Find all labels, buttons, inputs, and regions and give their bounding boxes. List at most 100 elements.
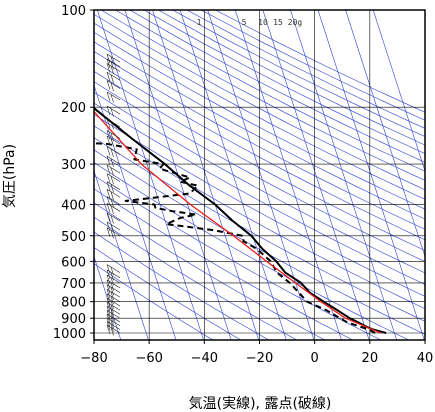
- isotherm-line: [207, 10, 315, 340]
- wind-barb-staff: [106, 212, 121, 222]
- wind-barb-staff: [106, 189, 121, 198]
- wind-barb-feather: [106, 54, 111, 64]
- wind-barb-feather: [106, 269, 111, 279]
- wind-barb-feather: [110, 308, 114, 317]
- dry-adiabat-line: [94, 31, 425, 210]
- wind-barb: [106, 91, 121, 103]
- dry-adiabat-line: [94, 60, 425, 241]
- wind-barb-feather: [106, 165, 111, 175]
- pressure-gridlines: [94, 10, 425, 340]
- dry-adiabat-line: [94, 13, 425, 191]
- dry-adiabat-line: [94, 41, 425, 220]
- dry-adiabat-line: [94, 71, 425, 251]
- y-tick-label: 100: [61, 4, 86, 19]
- wind-barb: [106, 301, 121, 313]
- wind-barb-feather: [106, 297, 111, 308]
- wind-barb: [106, 53, 121, 65]
- y-tick-label: 300: [61, 158, 86, 173]
- mixing-ratio-labels: 1 5 10 15 20g: [197, 18, 303, 27]
- x-tick-label: −40: [191, 351, 218, 366]
- wind-barb-staff: [106, 324, 121, 334]
- wind-barb-staff: [106, 221, 121, 231]
- dry-adiabat-line: [115, 10, 425, 172]
- wind-barb: [106, 313, 121, 325]
- wind-barb-feather: [106, 284, 111, 294]
- wind-barb-feather: [110, 323, 114, 333]
- wind-barb-feather: [110, 291, 114, 300]
- isotherm-line: [290, 10, 397, 340]
- wind-barb-feather: [110, 132, 114, 142]
- wind-barb-feather: [110, 82, 114, 92]
- wind-barbs: [106, 53, 121, 336]
- wind-barb-feather: [106, 58, 111, 68]
- wind-barb-feather: [110, 56, 114, 65]
- wind-barb-staff: [106, 306, 121, 315]
- wind-barb-feather: [106, 321, 111, 331]
- wind-barb-feather: [110, 184, 114, 193]
- x-tick-label: −80: [80, 351, 107, 366]
- isotherm-line: [262, 10, 370, 340]
- wind-barb-staff: [106, 173, 121, 182]
- wind-barb-feather: [106, 173, 111, 183]
- dry-adiabat-line: [101, 10, 425, 181]
- wind-barb-feather: [110, 74, 114, 83]
- wind-barb-feather: [110, 320, 114, 329]
- wind-barb: [106, 196, 121, 208]
- wind-barb-feather: [110, 176, 114, 185]
- wind-barb: [106, 164, 121, 176]
- wind-barb-feather: [110, 230, 114, 239]
- wind-barb-feather: [106, 203, 111, 213]
- wind-barb-staff: [106, 181, 121, 190]
- wind-barb-staff: [106, 130, 121, 139]
- wind-barb-staff: [106, 313, 121, 323]
- wind-barb-feather: [110, 138, 114, 147]
- x-tick-label: 40: [417, 351, 434, 366]
- wind-barb-feather: [110, 65, 114, 75]
- wind-barb: [106, 71, 121, 83]
- mixing-ratio-label: 20g: [288, 18, 303, 27]
- wind-barb: [106, 221, 121, 233]
- wind-barb-feather: [110, 304, 114, 313]
- wind-barb-feather: [106, 324, 111, 335]
- wind-barb-feather: [110, 296, 114, 305]
- sounding-series: [94, 106, 387, 334]
- wind-barb-staff: [106, 321, 121, 330]
- wind-barb-staff: [106, 301, 121, 311]
- y-tick-label: 600: [61, 255, 86, 270]
- wind-barb-feather: [106, 80, 111, 90]
- isotherm-line: [317, 10, 425, 340]
- wind-barb-feather: [106, 146, 111, 156]
- wind-barb-staff: [106, 118, 121, 128]
- dewpoint-line: [94, 142, 376, 334]
- x-tick-label: −20: [246, 351, 273, 366]
- wind-barb-feather: [110, 158, 114, 167]
- wind-barb-feather: [110, 327, 114, 336]
- isotherm-line: [94, 255, 122, 340]
- wind-barb-feather: [110, 300, 114, 309]
- y-tick-label: 700: [61, 277, 86, 292]
- wind-barb-feather: [106, 130, 111, 140]
- y-tick-label: 200: [61, 101, 86, 116]
- wind-barb: [106, 324, 121, 336]
- wind-barb-feather: [106, 91, 111, 102]
- wind-barb-feather: [110, 198, 114, 208]
- wind-barb-feather: [110, 316, 114, 325]
- wind-barb-feather: [106, 289, 111, 299]
- dry-adiabat-line: [94, 263, 214, 340]
- wind-barb: [106, 189, 121, 200]
- isotherm-line: [94, 84, 177, 340]
- wind-barb: [106, 80, 121, 92]
- x-axis-ticks: −80 −60 −40 −20 0 20 40: [80, 340, 433, 366]
- wind-barb-staff: [106, 80, 121, 89]
- isotherm-line: [372, 10, 425, 172]
- wind-barb-feather: [110, 272, 114, 281]
- wind-barb-staff: [106, 71, 121, 81]
- wind-barb-feather: [106, 118, 111, 128]
- wind-barb: [106, 306, 121, 317]
- wind-barb-staff: [106, 105, 121, 115]
- wind-barb-feather: [110, 205, 114, 214]
- wind-barb-feather: [106, 227, 111, 237]
- wind-barb-feather: [106, 181, 111, 191]
- y-tick-label: 800: [61, 296, 86, 311]
- wind-barb: [106, 146, 121, 158]
